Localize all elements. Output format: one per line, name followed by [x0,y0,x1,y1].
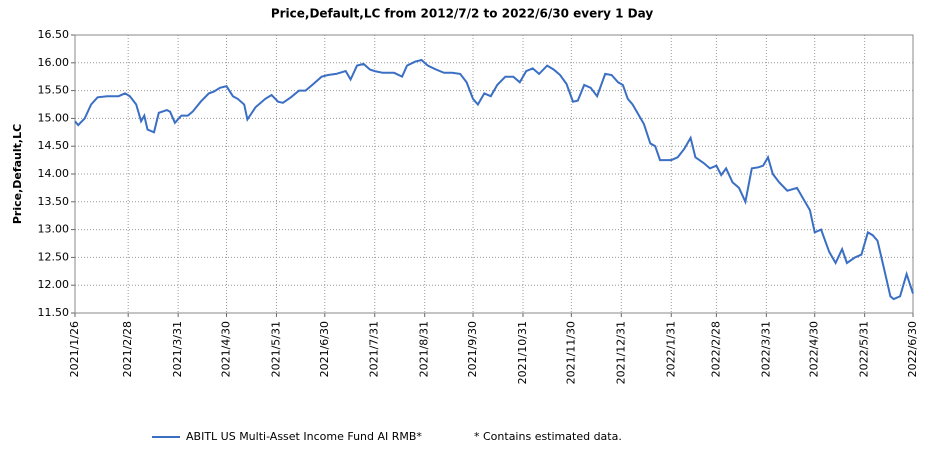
x-tick-label: 2021/10/31 [516,321,529,384]
y-tick-label: 12.50 [38,250,70,263]
x-tick-label: 2021/2/28 [121,321,134,377]
x-tick-label: 2021/11/30 [564,321,577,384]
y-tick-label: 11.50 [38,306,70,319]
x-tick-label: 2021/4/30 [219,321,232,377]
x-tick-label: 2022/6/30 [906,321,919,377]
y-tick-label: 13.50 [38,195,70,208]
y-tick-label: 16.00 [38,56,70,69]
line [74,58,914,301]
x-tick-label: 2021/5/31 [269,321,282,377]
legend-label: ABITL US Multi-Asset Income Fund AI RMB* [186,430,422,443]
x-tick-label: 2021/8/31 [418,321,431,377]
x-tick-label: 2021/3/31 [171,321,184,377]
plot-border [74,34,914,314]
x-tick-label: 2022/4/30 [808,321,821,377]
x-tick-label: 2021/12/31 [614,321,627,384]
x-tick-label: 2022/5/31 [858,321,871,377]
y-tick-label: 13.00 [38,223,70,236]
x-tick-label: 2022/3/31 [759,321,772,377]
chart-title: Price,Default,LC from 2012/7/2 to 2022/6… [271,7,654,21]
x-tick-label: 2021/9/30 [466,321,479,377]
y-tick-label: 15.00 [38,111,70,124]
y-tick-label: 16.50 [38,28,70,41]
x-tick-label: 2021/7/31 [368,321,381,377]
note: * Contains estimated data. [474,430,622,443]
y-tick-label: 14.50 [38,139,70,152]
y-axis-label: Price,Default,LC [11,124,24,224]
x-tick-label: 2021/1/26 [68,321,81,377]
x-tick-label: 2021/6/30 [318,321,331,377]
y-tick-label: 14.00 [38,167,70,180]
x-tick-label: 2022/1/31 [664,321,677,377]
x-tick-label: 2022/2/28 [709,321,722,377]
y-tick-label: 12.00 [38,278,70,291]
y-tick-label: 15.50 [38,84,70,97]
